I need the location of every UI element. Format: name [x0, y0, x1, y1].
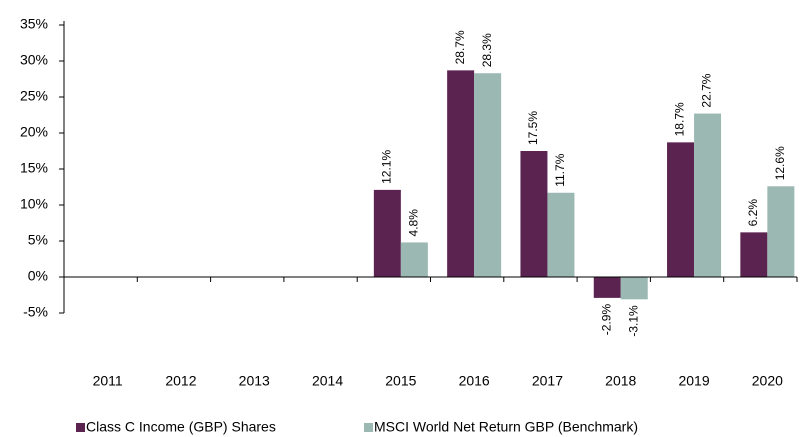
legend-swatch [364, 423, 373, 432]
value-label: 28.3% [480, 33, 494, 67]
bar [373, 189, 401, 277]
bar [547, 192, 575, 277]
y-tick-label: 0% [28, 268, 48, 284]
value-label: 18.7% [673, 102, 687, 136]
y-tick-label: 35% [20, 16, 48, 32]
x-tick-label: 2019 [678, 373, 709, 389]
legend-swatch [76, 423, 85, 432]
value-label: -2.9% [599, 304, 613, 336]
value-label: 11.7% [553, 153, 567, 186]
bar [520, 151, 548, 277]
value-label: 12.1% [380, 150, 394, 184]
bar [447, 70, 475, 277]
value-label: 6.2% [746, 199, 760, 227]
x-tick-label: 2018 [605, 373, 636, 389]
x-tick-label: 2017 [532, 373, 563, 389]
bar [400, 242, 428, 277]
y-tick-label: -5% [23, 304, 48, 320]
bar [694, 113, 722, 277]
y-tick-label: 20% [20, 124, 48, 140]
value-label: -3.1% [626, 305, 640, 337]
value-label: 22.7% [700, 73, 714, 107]
x-tick-label: 2020 [752, 373, 783, 389]
y-tick-label: 15% [20, 160, 48, 176]
legend-label: MSCI World Net Return GBP (Benchmark) [374, 419, 638, 435]
bar [474, 73, 502, 278]
bar [667, 142, 695, 277]
x-tick-label: 2016 [459, 373, 490, 389]
bar [740, 232, 768, 277]
legend-label: Class C Income (GBP) Shares [86, 419, 276, 435]
x-tick-label: 2011 [93, 373, 123, 389]
x-tick-label: 2015 [385, 373, 416, 389]
x-tick-label: 2012 [165, 373, 196, 389]
value-label: 12.6% [773, 146, 787, 180]
y-tick-label: 10% [20, 196, 48, 212]
bar [767, 186, 795, 277]
y-tick-label: 5% [28, 232, 48, 248]
bar [593, 277, 621, 298]
bar [620, 277, 648, 300]
y-tick-label: 25% [20, 88, 48, 104]
y-tick-label: 30% [20, 52, 48, 68]
value-label: 28.7% [453, 30, 467, 64]
value-label: 17.5% [526, 111, 540, 145]
x-tick-label: 2014 [312, 373, 343, 389]
x-tick-label: 2013 [239, 373, 270, 389]
value-label: 4.8% [407, 209, 421, 237]
